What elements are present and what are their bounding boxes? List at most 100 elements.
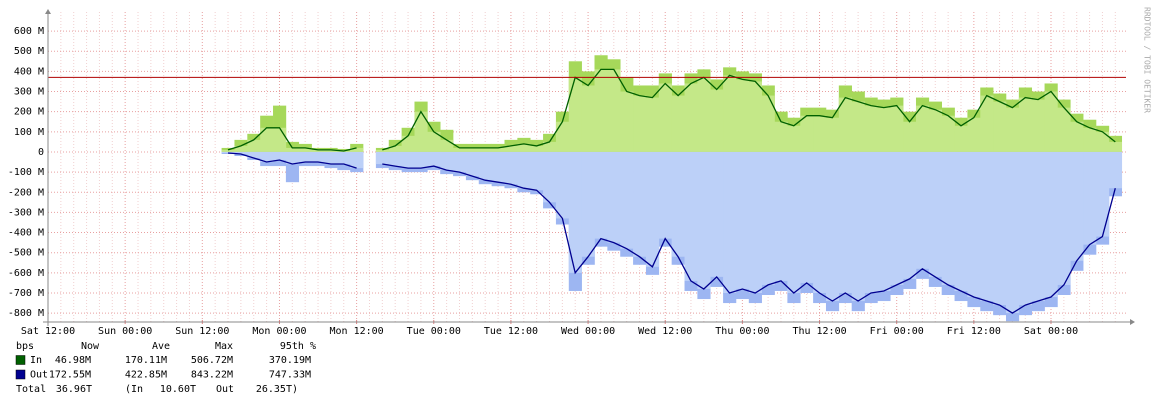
x-tick-label: Tue 12:00 — [484, 326, 538, 337]
area-bar — [877, 151, 891, 291]
area-bar — [928, 151, 942, 277]
legend-value: 370.19M — [269, 355, 311, 366]
area-bar — [414, 111, 428, 152]
area-bar — [311, 151, 325, 163]
area-bar — [375, 151, 390, 165]
area-bar — [1070, 151, 1084, 261]
x-tick-label: Sun 12:00 — [175, 326, 229, 337]
y-tick-label: 400 M — [14, 66, 44, 77]
legend-header: Ave — [152, 341, 170, 352]
area-bar — [903, 121, 917, 152]
x-tick-label: Wed 00:00 — [561, 326, 615, 337]
x-tick-label: Fri 00:00 — [870, 326, 924, 337]
area-bar — [388, 145, 402, 152]
area-bar — [723, 75, 737, 152]
watermark: RRDTOOL / TOBI OETIKER — [1143, 7, 1152, 113]
area-bar — [234, 145, 248, 152]
area-bar — [620, 91, 634, 152]
legend-value: 506.72M — [191, 355, 233, 366]
area-bar — [1031, 151, 1045, 302]
legend-header: bps — [16, 341, 34, 352]
area-bar — [1083, 151, 1097, 245]
area-bar — [633, 151, 647, 257]
area-bar — [375, 149, 390, 152]
max-area-bar — [285, 141, 300, 152]
area-bar — [1096, 151, 1110, 237]
legend-value: 422.85M — [125, 370, 167, 381]
area-bar — [838, 97, 852, 152]
area-bar — [1070, 121, 1084, 152]
area-bar — [337, 151, 351, 165]
legend-header: Now — [81, 341, 100, 352]
area-bar — [890, 151, 904, 285]
area-bar — [260, 151, 274, 163]
area-bar — [311, 149, 325, 152]
area-bar — [401, 151, 415, 169]
area-bar — [620, 151, 634, 249]
legend-header: Max — [215, 341, 233, 352]
y-tick-label: -400 M — [8, 228, 44, 239]
area-bar — [453, 151, 467, 173]
y-tick-label: 100 M — [14, 127, 44, 138]
area-bar — [543, 151, 557, 203]
area-bar — [530, 145, 544, 152]
area-bar — [465, 147, 480, 152]
x-tick-label: Fri 12:00 — [947, 326, 1001, 337]
area-bar — [478, 151, 492, 181]
area-bar — [800, 115, 814, 152]
legend-total: 36.96T — [56, 384, 92, 395]
area-bar — [530, 151, 544, 191]
area-bar — [941, 151, 955, 285]
area-bar — [555, 121, 570, 152]
area-bar — [864, 105, 878, 152]
legend-total: Total — [16, 384, 46, 395]
area-bar — [517, 143, 531, 152]
x-tick-label: Sat 12:00 — [21, 326, 75, 337]
y-tick-label: -600 M — [8, 268, 44, 279]
y-tick-label: -200 M — [8, 187, 44, 198]
legend-header: 95th % — [280, 341, 316, 352]
area-bar — [915, 105, 930, 152]
legend-value: 170.11M — [125, 355, 167, 366]
x-axis-arrow — [1130, 319, 1135, 325]
series-line — [227, 152, 1116, 314]
area-bar — [1057, 107, 1071, 152]
area-bar — [1005, 151, 1020, 314]
area-bar — [967, 151, 981, 298]
area-bar — [440, 139, 454, 152]
area-bar — [1031, 99, 1045, 152]
area-bar — [1057, 151, 1071, 285]
series-line — [227, 68, 1116, 152]
area-bar — [1018, 151, 1033, 306]
area-bar — [568, 151, 582, 273]
area-bar — [967, 117, 981, 152]
area-bar — [813, 151, 827, 293]
area-bar — [980, 95, 994, 152]
area-bar — [298, 147, 312, 152]
area-bar — [491, 147, 505, 152]
area-bar — [645, 151, 660, 267]
area-bar — [234, 151, 248, 154]
area-bar — [1108, 141, 1123, 152]
legend-value: 172.55M — [49, 370, 91, 381]
y-tick-label: 200 M — [14, 107, 44, 118]
area-bar — [993, 151, 1007, 306]
area-bar — [465, 151, 480, 177]
area-bar — [710, 89, 724, 152]
area-bar — [273, 127, 287, 152]
area-bar — [954, 125, 968, 152]
area-bar — [735, 151, 750, 289]
x-tick-label: Tue 00:00 — [407, 326, 461, 337]
area-bar — [427, 151, 441, 167]
area-bar — [1083, 127, 1097, 152]
y-tick-label: -300 M — [8, 207, 44, 218]
area-bar — [877, 107, 891, 152]
y-tick-label: 0 — [38, 147, 44, 158]
area-bar — [1018, 97, 1033, 152]
area-bar — [594, 151, 608, 239]
legend-label: In — [30, 355, 42, 366]
area-bar — [697, 151, 711, 289]
area-bar — [350, 147, 364, 152]
area-bar — [1108, 151, 1123, 189]
